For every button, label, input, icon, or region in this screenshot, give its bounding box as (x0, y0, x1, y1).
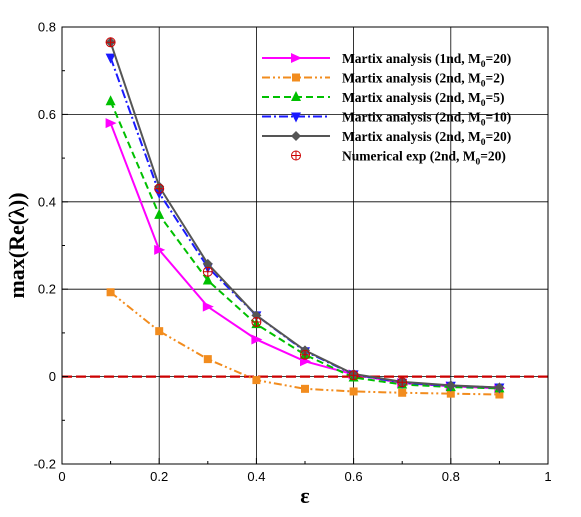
y-tick-label: 0.4 (38, 194, 56, 209)
legend-marker (291, 91, 301, 101)
y-tick-label: 0.6 (38, 107, 56, 122)
x-tick-label: 0.6 (345, 469, 363, 484)
legend-marker (291, 112, 301, 123)
tick-layer: 0 0.2 0.4 0.6 0.8 1-0.200.20.40.60.8 (34, 20, 552, 485)
y-tick-label: -0.2 (34, 457, 56, 472)
series-line (109, 100, 500, 390)
x-tick-label: 0.8 (442, 469, 460, 484)
data-point (155, 327, 164, 336)
data-point (202, 274, 213, 285)
data-point (105, 118, 117, 129)
x-axis-title: ε (300, 483, 309, 508)
legend-item: Martix analysis (2nd, M0=5) (262, 90, 504, 109)
data-point (349, 387, 358, 396)
series-layer (105, 37, 506, 399)
legend-marker (291, 53, 302, 63)
data-point (202, 266, 213, 277)
y-axis-title: max(Re(λ)) (4, 192, 29, 298)
legend-label: Martix analysis (2nd, M0=5) (342, 90, 504, 109)
x-tick-label: 1 (544, 469, 551, 484)
data-point (348, 370, 359, 381)
data-point (105, 95, 116, 106)
data-point (154, 244, 166, 255)
legend-marker (291, 131, 301, 141)
series-2 (106, 288, 504, 399)
legend-item: Martix analysis (1nd, M0=20) (262, 51, 511, 70)
data-point (251, 334, 263, 345)
legend-label: Martix analysis (1nd, M0=20) (342, 51, 511, 70)
data-point (397, 377, 408, 388)
y-tick-label: 0.8 (38, 20, 56, 35)
data-point (105, 37, 116, 48)
data-point (154, 208, 165, 219)
data-point (251, 316, 262, 327)
data-point (445, 380, 456, 391)
legend-label: Martix analysis (2nd, M0=20) (342, 129, 511, 148)
series-line (109, 57, 500, 389)
legend-label: Martix analysis (2nd, M0=10) (342, 110, 511, 129)
y-tick-label: 0.2 (38, 282, 56, 297)
data-point (203, 355, 212, 364)
legend-item: Martix analysis (2nd, M0=2) (262, 71, 504, 90)
legend: Martix analysis (1nd, M0=20)Martix analy… (262, 51, 511, 168)
y-tick-label: 0 (49, 369, 56, 384)
legend-label: Martix analysis (2nd, M0=2) (342, 71, 504, 90)
data-point (494, 382, 505, 393)
data-point (105, 53, 116, 64)
data-point (398, 388, 407, 397)
x-tick-label: 0.2 (150, 469, 168, 484)
legend-item: Numerical exp (2nd, M0=20) (291, 149, 506, 168)
data-point (154, 183, 165, 194)
legend-item: Martix analysis (2nd, M0=10) (262, 110, 511, 129)
series-6 (105, 37, 408, 388)
data-point (446, 389, 455, 398)
legend-marker (291, 150, 301, 161)
legend-label: Numerical exp (2nd, M0=20) (342, 149, 506, 168)
legend-marker (292, 73, 300, 82)
data-point (202, 301, 214, 312)
data-point (495, 390, 504, 399)
data-point (202, 258, 213, 269)
legend-item: Martix analysis (2nd, M0=20) (262, 129, 511, 148)
x-tick-label: 0 (58, 469, 65, 484)
data-point (301, 384, 309, 393)
data-point (252, 376, 261, 385)
data-point (106, 288, 115, 297)
x-tick-label: 0.4 (247, 469, 265, 484)
data-point (300, 349, 310, 360)
series-line (109, 291, 500, 396)
